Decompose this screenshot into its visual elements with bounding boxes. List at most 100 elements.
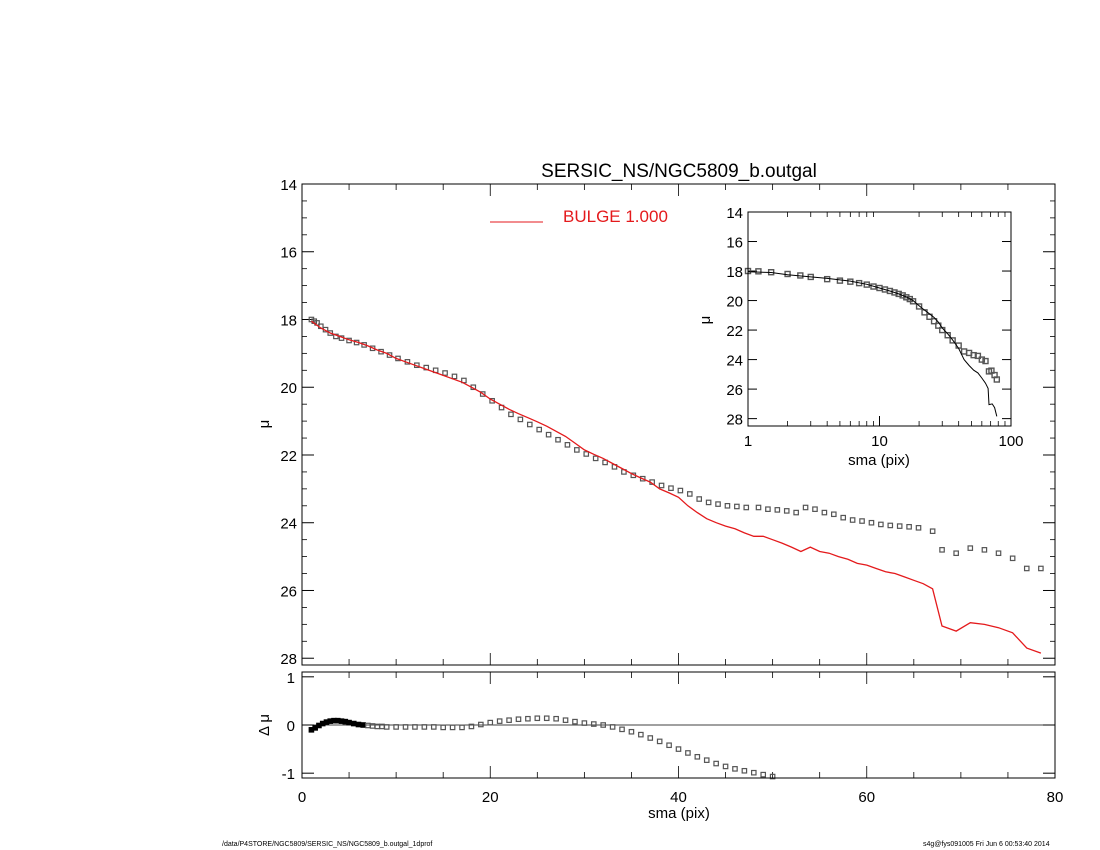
main-data-point	[995, 550, 1002, 557]
residual-data-point	[656, 738, 663, 745]
main-data-point	[743, 504, 750, 511]
residual-data-point	[685, 750, 691, 756]
main-data-point	[517, 416, 524, 423]
residual-y-tick-label: 0	[287, 718, 295, 735]
residual-data-point	[732, 766, 738, 772]
main-data-point	[967, 545, 974, 551]
residual-data-point	[572, 718, 578, 725]
residual-y-tick-label: 1	[287, 670, 295, 687]
main-data-point	[774, 507, 781, 513]
main-y-tick-label: 28	[280, 651, 297, 668]
residual-data-point	[562, 717, 569, 723]
main-panel: 14 16 18 20 22 24 26 28 μ BULGE 1.000	[256, 177, 1056, 668]
inset-marks	[744, 267, 1001, 417]
residual-data-point	[581, 720, 588, 726]
main-data-point	[686, 491, 693, 497]
residual-data-point	[515, 716, 522, 723]
inset-data-point	[895, 290, 902, 298]
residual-data-point	[440, 724, 446, 731]
residual-data-point	[350, 720, 357, 727]
main-data-point	[953, 550, 959, 557]
residual-marks	[308, 715, 776, 780]
inset-y-tick-label: 14	[726, 205, 743, 222]
inset-y-tick-label: 16	[726, 235, 743, 252]
inset-model-line	[747, 271, 998, 417]
main-data-point	[915, 525, 922, 531]
residual-ticks	[302, 672, 1055, 778]
residual-data-point	[383, 724, 390, 730]
main-data-point	[887, 522, 894, 529]
main-plot-frame	[301, 183, 1056, 666]
main-data-point	[1038, 565, 1044, 572]
main-data-point	[327, 330, 334, 336]
residual-data-point	[487, 719, 494, 726]
main-y-tick-label: 22	[280, 448, 297, 465]
main-data-point	[536, 426, 542, 433]
inset-data-point	[949, 337, 956, 344]
inset-y-axis-label: μ	[697, 316, 714, 325]
inset-y-tick-label: 24	[726, 353, 743, 370]
residual-data-point	[468, 723, 475, 730]
main-data-point	[526, 421, 533, 428]
main-data-point	[677, 487, 684, 494]
residual-data-point	[675, 746, 682, 752]
residual-data-point	[402, 724, 409, 730]
residual-data-point	[421, 724, 428, 730]
x-tick-label: 60	[858, 789, 875, 806]
main-data-point	[821, 509, 828, 516]
residual-data-point	[609, 724, 616, 730]
main-data-point	[479, 391, 486, 397]
main-y-tick-label: 26	[280, 583, 297, 600]
main-data-point	[783, 508, 790, 514]
residual-data-point	[600, 722, 607, 728]
main-x-axis-label: sma (pix)	[648, 805, 710, 822]
inset-data-point	[915, 303, 923, 310]
main-y-tick-label: 24	[280, 516, 297, 533]
main-data-point	[705, 499, 712, 506]
main-y-tick-label: 14	[280, 177, 297, 194]
x-tick-label: 40	[670, 789, 687, 806]
inset-x-tick-label: 1	[744, 433, 752, 450]
inset-data-point	[903, 294, 910, 301]
residual-data-point	[628, 728, 635, 735]
main-data-point	[592, 455, 599, 462]
main-data-point	[583, 451, 590, 457]
main-data-point	[734, 503, 740, 510]
main-data-point	[859, 518, 865, 524]
main-data-point	[840, 514, 847, 521]
residual-data-point	[666, 742, 672, 749]
main-data-point	[939, 547, 945, 553]
main-data-point	[545, 431, 552, 438]
residual-data-point	[355, 721, 362, 728]
inset-data-point	[982, 357, 989, 365]
residual-data-point	[534, 715, 541, 722]
residual-data-point	[496, 718, 503, 724]
inset-data-point	[909, 298, 917, 305]
main-data-point	[1009, 555, 1016, 562]
residual-plot-frame	[301, 671, 1056, 779]
inset-y-tick-label: 28	[726, 412, 743, 429]
main-data-point	[555, 436, 561, 443]
residual-data-point	[769, 773, 776, 780]
main-data-point	[896, 523, 903, 529]
inset-data-point	[930, 318, 938, 325]
residual-tick-labels: 10-10 20 40 60 80	[282, 670, 1064, 806]
residual-y-tick-label: -1	[282, 766, 295, 783]
inset-x-tick-label: 100	[998, 433, 1023, 450]
residual-data-point	[553, 715, 559, 722]
residual-data-point	[750, 769, 757, 776]
residual-data-point	[478, 721, 484, 728]
residual-data-point	[619, 726, 625, 733]
inset-tick-labels: 14 16 18 20 22 24 26 281 10 100	[726, 205, 1023, 450]
main-data-point	[602, 459, 608, 466]
inset-x-axis-label: sma (pix)	[848, 452, 910, 469]
inset-data-point	[974, 352, 982, 360]
residual-data-point	[722, 763, 729, 770]
x-tick-label: 20	[482, 789, 499, 806]
inset-data-point	[993, 376, 1001, 383]
residual-data-point	[360, 722, 366, 728]
inset-data-point	[891, 289, 898, 296]
main-marks	[308, 316, 1044, 654]
main-model-line	[311, 320, 1042, 654]
